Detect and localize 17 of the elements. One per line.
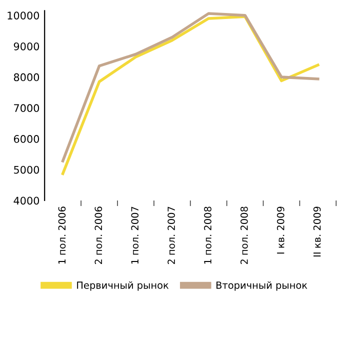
x-tick-label: 2 пол. 2007 — [168, 206, 175, 264]
x-tick-label: 1 пол. 2008 — [204, 206, 212, 264]
x-tick-label: I кв. 2009 — [276, 206, 284, 254]
y-tick-label: 5000 — [14, 166, 40, 174]
x-tick-label: 2 пол. 2006 — [94, 206, 102, 264]
y-tick-label: 10000 — [8, 12, 40, 20]
y-tick-label: 9000 — [14, 42, 40, 50]
x-tick-label: II кв. 2009 — [313, 206, 321, 256]
x-tick-label: 1 пол. 2007 — [131, 206, 139, 264]
y-tick-label: 8000 — [14, 73, 40, 82]
y-tick-label: 7000 — [14, 104, 40, 112]
y-tick-label: 4000 — [14, 196, 40, 205]
x-tick-label: 2 пол. 2008 — [240, 206, 248, 264]
legend-label: Вторичный рынок — [216, 281, 308, 291]
legend-label: Первичный рынок — [77, 281, 169, 291]
y-tick-label: 6000 — [14, 135, 40, 143]
x-tick-label: 1 пол. 2006 — [58, 206, 66, 264]
